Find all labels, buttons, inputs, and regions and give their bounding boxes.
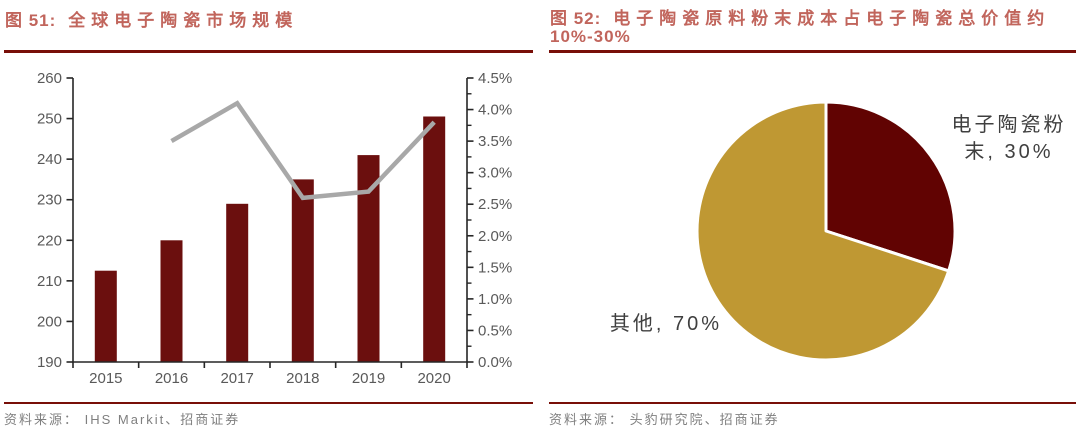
- right-tick-label: 2.0%: [478, 228, 512, 245]
- right-tick-label: 0.0%: [478, 354, 512, 371]
- left-tick-label: 230: [37, 192, 62, 209]
- right-tick-label: 3.5%: [478, 133, 512, 150]
- pie-label-1: 其他, 70%: [610, 312, 722, 335]
- bar-2020: [423, 116, 446, 362]
- bar-2016: [160, 240, 183, 362]
- left-tick-label: 240: [37, 151, 62, 168]
- figure-52-number: 图 52:: [550, 9, 602, 28]
- figure-52-panel: 图 52: 电子陶瓷原料粉末成本占电子陶瓷总价值约 10%-30% 电子陶瓷粉末,…: [540, 0, 1080, 438]
- right-tick-label: 1.0%: [478, 291, 512, 308]
- x-tick-label: 2016: [155, 370, 188, 387]
- left-axis: 190 200 210 220 230 240 250 260: [37, 70, 73, 371]
- right-tick-label: 2.5%: [478, 196, 512, 213]
- figure-51-title-text: 全球电子陶瓷市场规模: [68, 11, 299, 30]
- left-tick-label: 250: [37, 111, 62, 128]
- pie-label-0: 电子陶瓷粉末, 30%: [952, 113, 1067, 163]
- figure-52-source-divider: [549, 402, 1076, 404]
- left-tick-label: 260: [37, 70, 62, 87]
- figure-51-source-divider: [4, 402, 533, 404]
- right-tick-label: 0.5%: [478, 322, 512, 339]
- figure-51-title: 图 51: 全球电子陶瓷市场规模: [5, 6, 298, 31]
- bar-2018: [291, 179, 314, 362]
- pie-slice-1: [695, 100, 951, 362]
- figure-52-title-line2: 10%-30%: [550, 27, 631, 46]
- x-tick-label: 2019: [352, 370, 385, 387]
- bars-group: [94, 116, 446, 362]
- right-tick-label: 4.5%: [478, 70, 512, 87]
- axes-frame: [72, 78, 468, 363]
- figure-52-source: 资料来源： 头豹研究院、招商证券: [549, 412, 780, 427]
- left-tick-label: 200: [37, 313, 62, 330]
- bar-2015: [94, 270, 117, 362]
- right-tick-label: 4.0%: [478, 102, 512, 119]
- figure-51-panel: 图 51: 全球电子陶瓷市场规模 190 200 210 220 230 240 250 260…: [4, 6, 533, 427]
- figure-52-title-divider: [549, 50, 1076, 53]
- x-tick-label: 2017: [220, 370, 253, 387]
- right-axis: 0.0% 0.5% 1.0% 1.5% 2.0% 2.5% 3.0% 3.5% 4.0% 4.5%: [467, 70, 512, 371]
- x-tick-label: 2020: [417, 370, 450, 387]
- pie-slice-0: [824, 100, 957, 273]
- figure-52-title-line1: 图 52: 电子陶瓷原料粉末成本占电子陶瓷总价值约: [550, 4, 1050, 29]
- bar-2017: [226, 203, 249, 362]
- figure-51-source: 资料来源： IHS Markit、招商证券: [4, 412, 241, 427]
- figure-52-title-text: 电子陶瓷原料粉末成本占电子陶瓷总价值约: [613, 9, 1051, 28]
- figure-51-title-divider: [4, 50, 533, 53]
- cost-share-pie-chart: 电子陶瓷粉末, 30% 其他, 70%: [610, 100, 1067, 362]
- x-axis: 2015 2016 2017 2018 2019 2020: [72, 362, 468, 387]
- x-tick-label: 2018: [286, 370, 319, 387]
- figure-51-number: 图 51:: [5, 11, 57, 30]
- right-tick-label: 1.5%: [478, 259, 512, 276]
- growth-line: [170, 100, 436, 201]
- bar-2019: [357, 155, 380, 362]
- right-tick-label: 3.0%: [478, 165, 512, 182]
- left-tick-label: 190: [37, 354, 62, 371]
- market-size-bar-line-chart: 190 200 210 220 230 240 250 260 0.0% 0.5% 1.0% 1.5%…: [37, 70, 512, 387]
- left-tick-label: 220: [37, 232, 62, 249]
- x-tick-label: 2015: [89, 370, 122, 387]
- left-tick-label: 210: [37, 273, 62, 290]
